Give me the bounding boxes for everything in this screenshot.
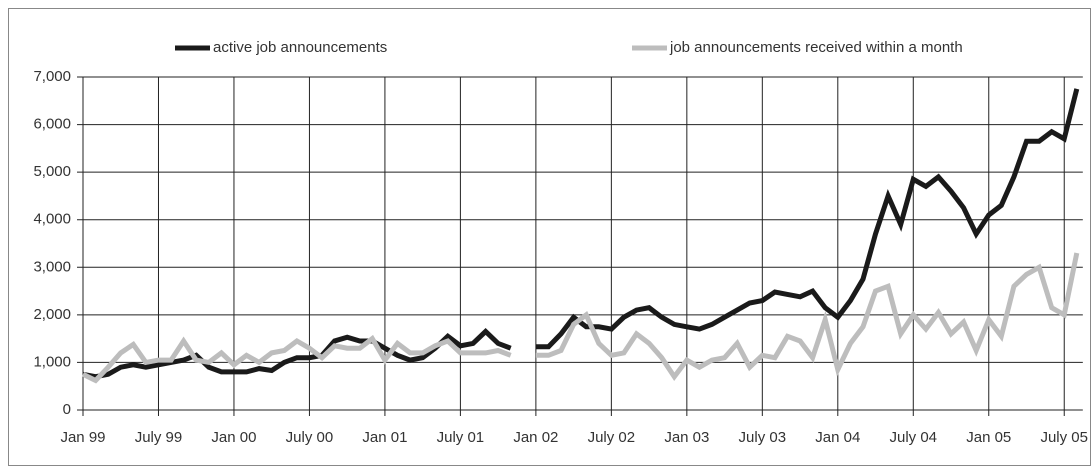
series-line [82, 88, 1080, 380]
x-tick-label: Jan 99 [60, 429, 105, 446]
series-line [81, 252, 1080, 384]
y-tick-label: 0 [63, 401, 71, 418]
x-tick-label: July 99 [135, 429, 183, 446]
x-tick-label: July 04 [890, 429, 938, 446]
x-tick-label: Jan 05 [966, 429, 1011, 446]
legend-label: job announcements received within a mont… [669, 39, 963, 56]
x-tick-label: Jan 04 [815, 429, 860, 446]
x-tick-label: Jan 03 [664, 429, 709, 446]
y-tick-label: 5,000 [33, 163, 71, 180]
x-tick-label: July 03 [739, 429, 787, 446]
legend-label: active job announcements [213, 39, 387, 56]
y-tick-label: 6,000 [33, 116, 71, 133]
x-tick-label: Jan 00 [211, 429, 256, 446]
x-tick-label: July 02 [588, 429, 636, 446]
y-tick-label: 4,000 [33, 211, 71, 228]
x-tick-label: July 05 [1040, 429, 1088, 446]
x-tick-label: July 01 [437, 429, 485, 446]
x-tick-label: Jan 01 [362, 429, 407, 446]
x-tick-label: July 00 [286, 429, 334, 446]
frame [8, 8, 1091, 466]
y-tick-label: 7,000 [33, 68, 71, 85]
y-tick-label: 3,000 [33, 258, 71, 275]
y-tick-label: 1,000 [33, 353, 71, 370]
y-tick-label: 2,000 [33, 306, 71, 323]
x-tick-label: Jan 02 [513, 429, 558, 446]
